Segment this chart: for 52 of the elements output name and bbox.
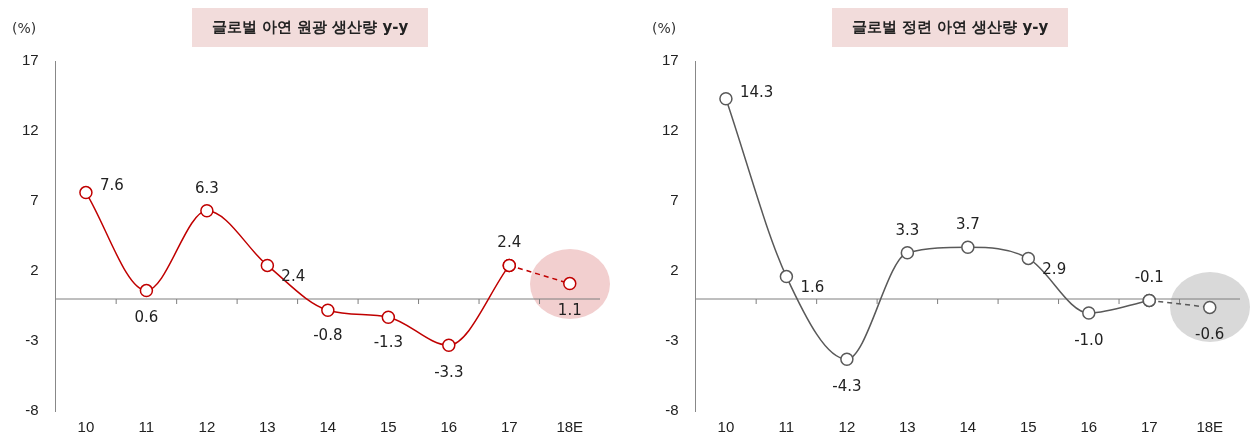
y-tick-label: 12 xyxy=(662,121,679,139)
data-label: -3.3 xyxy=(434,363,464,382)
data-label: 0.6 xyxy=(134,308,159,327)
data-label: 2.9 xyxy=(1042,260,1067,279)
data-label: -0.8 xyxy=(313,326,343,345)
data-label: 7.6 xyxy=(99,176,124,195)
data-label: 3.7 xyxy=(955,215,980,234)
x-tick-label: 16 xyxy=(1080,418,1098,436)
y-tick-label: -8 xyxy=(665,401,679,419)
y-tick-label: 2 xyxy=(30,261,39,279)
chart-title: 글로벌 정련 아연 생산량 y-y xyxy=(831,8,1069,47)
x-tick-label: 18E xyxy=(1196,418,1224,436)
x-tick-label: 11 xyxy=(778,418,795,436)
data-label: 14.3 xyxy=(739,82,774,101)
data-label: -4.3 xyxy=(832,377,862,396)
data-label: 2.4 xyxy=(497,233,522,252)
x-tick-label: 13 xyxy=(259,418,276,436)
data-label: 1.6 xyxy=(800,278,825,297)
data-label: -1.3 xyxy=(373,333,403,352)
y-axis-title: (%) xyxy=(652,20,677,36)
y-tick-label: 7 xyxy=(30,191,39,209)
x-tick-label: 10 xyxy=(77,418,95,436)
data-label: -0.1 xyxy=(1134,268,1164,287)
data-label: -1.0 xyxy=(1074,330,1104,349)
data-label: -0.6 xyxy=(1195,325,1225,344)
x-tick-label: 12 xyxy=(838,418,856,436)
x-tick-label: 14 xyxy=(959,418,977,436)
y-tick-label: 17 xyxy=(662,51,679,69)
x-tick-label: 14 xyxy=(319,418,337,436)
data-label: 3.3 xyxy=(895,220,920,239)
x-tick-label: 17 xyxy=(1140,418,1158,436)
x-tick-label: 10 xyxy=(717,418,735,436)
data-label: 1.1 xyxy=(557,301,582,320)
y-axis-title: (%) xyxy=(12,20,37,36)
data-label: 6.3 xyxy=(194,178,219,197)
y-tick-label: -8 xyxy=(25,401,39,419)
y-tick-label: 2 xyxy=(670,261,679,279)
y-tick-label: 17 xyxy=(22,51,39,69)
data-label: 2.4 xyxy=(281,267,306,286)
x-tick-label: 15 xyxy=(1019,418,1037,436)
x-tick-label: 15 xyxy=(379,418,397,436)
y-tick-label: 12 xyxy=(22,121,39,139)
y-tick-label: 7 xyxy=(670,191,679,209)
y-tick-label: -3 xyxy=(25,331,39,349)
x-tick-label: 16 xyxy=(440,418,458,436)
x-tick-label: 17 xyxy=(500,418,518,436)
x-tick-label: 18E xyxy=(556,418,584,436)
x-tick-label: 11 xyxy=(138,418,155,436)
x-tick-label: 12 xyxy=(198,418,216,436)
x-tick-label: 13 xyxy=(899,418,916,436)
chart-title: 글로벌 아연 원광 생산량 y-y xyxy=(191,8,429,47)
y-tick-label: -3 xyxy=(665,331,679,349)
